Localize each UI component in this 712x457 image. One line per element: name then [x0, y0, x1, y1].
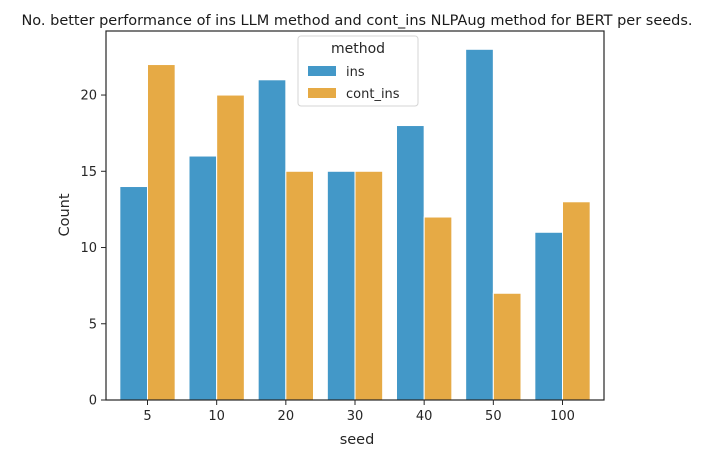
x-tick-label: 40	[416, 409, 433, 424]
bar-cont-ins-seed-5	[147, 64, 176, 401]
y-tick-label: 15	[80, 165, 97, 180]
x-axis-ticks: 5 10 20 30 40 50 100	[143, 400, 575, 424]
chart-title: No. better performance of ins LLM method…	[21, 13, 692, 29]
x-axis-title: seed	[340, 432, 375, 448]
bar-cont-ins-seed-40	[423, 216, 453, 401]
y-axis-ticks: 0 5 10 15 20	[80, 89, 106, 409]
plot-area	[105, 30, 605, 401]
y-tick-label: 20	[80, 89, 97, 104]
x-tick-label: 5	[143, 409, 151, 424]
bar-cont-ins-seed-100	[562, 201, 591, 401]
legend-swatch-ins	[308, 66, 336, 76]
legend-title: method	[331, 41, 385, 57]
x-tick-label: 100	[550, 409, 575, 424]
bar-cont-ins-seed-20	[285, 170, 315, 401]
x-tick-label: 50	[485, 409, 502, 424]
bar-ins-seed-40	[396, 125, 425, 401]
x-tick-label: 30	[347, 409, 364, 424]
legend: method ins cont_ins	[297, 35, 419, 107]
bar-cont-ins-seed-50	[492, 292, 522, 401]
bar-cont-ins-seed-10	[216, 94, 245, 401]
bar-ins-seed-10	[188, 155, 218, 401]
legend-label-cont-ins: cont_ins	[346, 87, 400, 102]
bar-ins-seed-100	[534, 231, 563, 401]
y-tick-label: 0	[89, 394, 97, 409]
bar-ins-seed-20	[257, 79, 287, 401]
bar-ins-seed-30	[326, 170, 356, 401]
bar-cont-ins-seed-30	[354, 170, 384, 401]
bar-ins-seed-50	[465, 48, 494, 401]
bar-ins-seed-5	[119, 186, 149, 401]
legend-swatch-cont-ins	[308, 88, 336, 98]
y-tick-label: 5	[89, 317, 97, 332]
y-tick-label: 10	[80, 241, 97, 256]
x-tick-label: 20	[278, 409, 295, 424]
legend-label-ins: ins	[346, 65, 365, 80]
x-tick-label: 10	[208, 409, 225, 424]
y-axis-title: Count	[57, 193, 73, 236]
